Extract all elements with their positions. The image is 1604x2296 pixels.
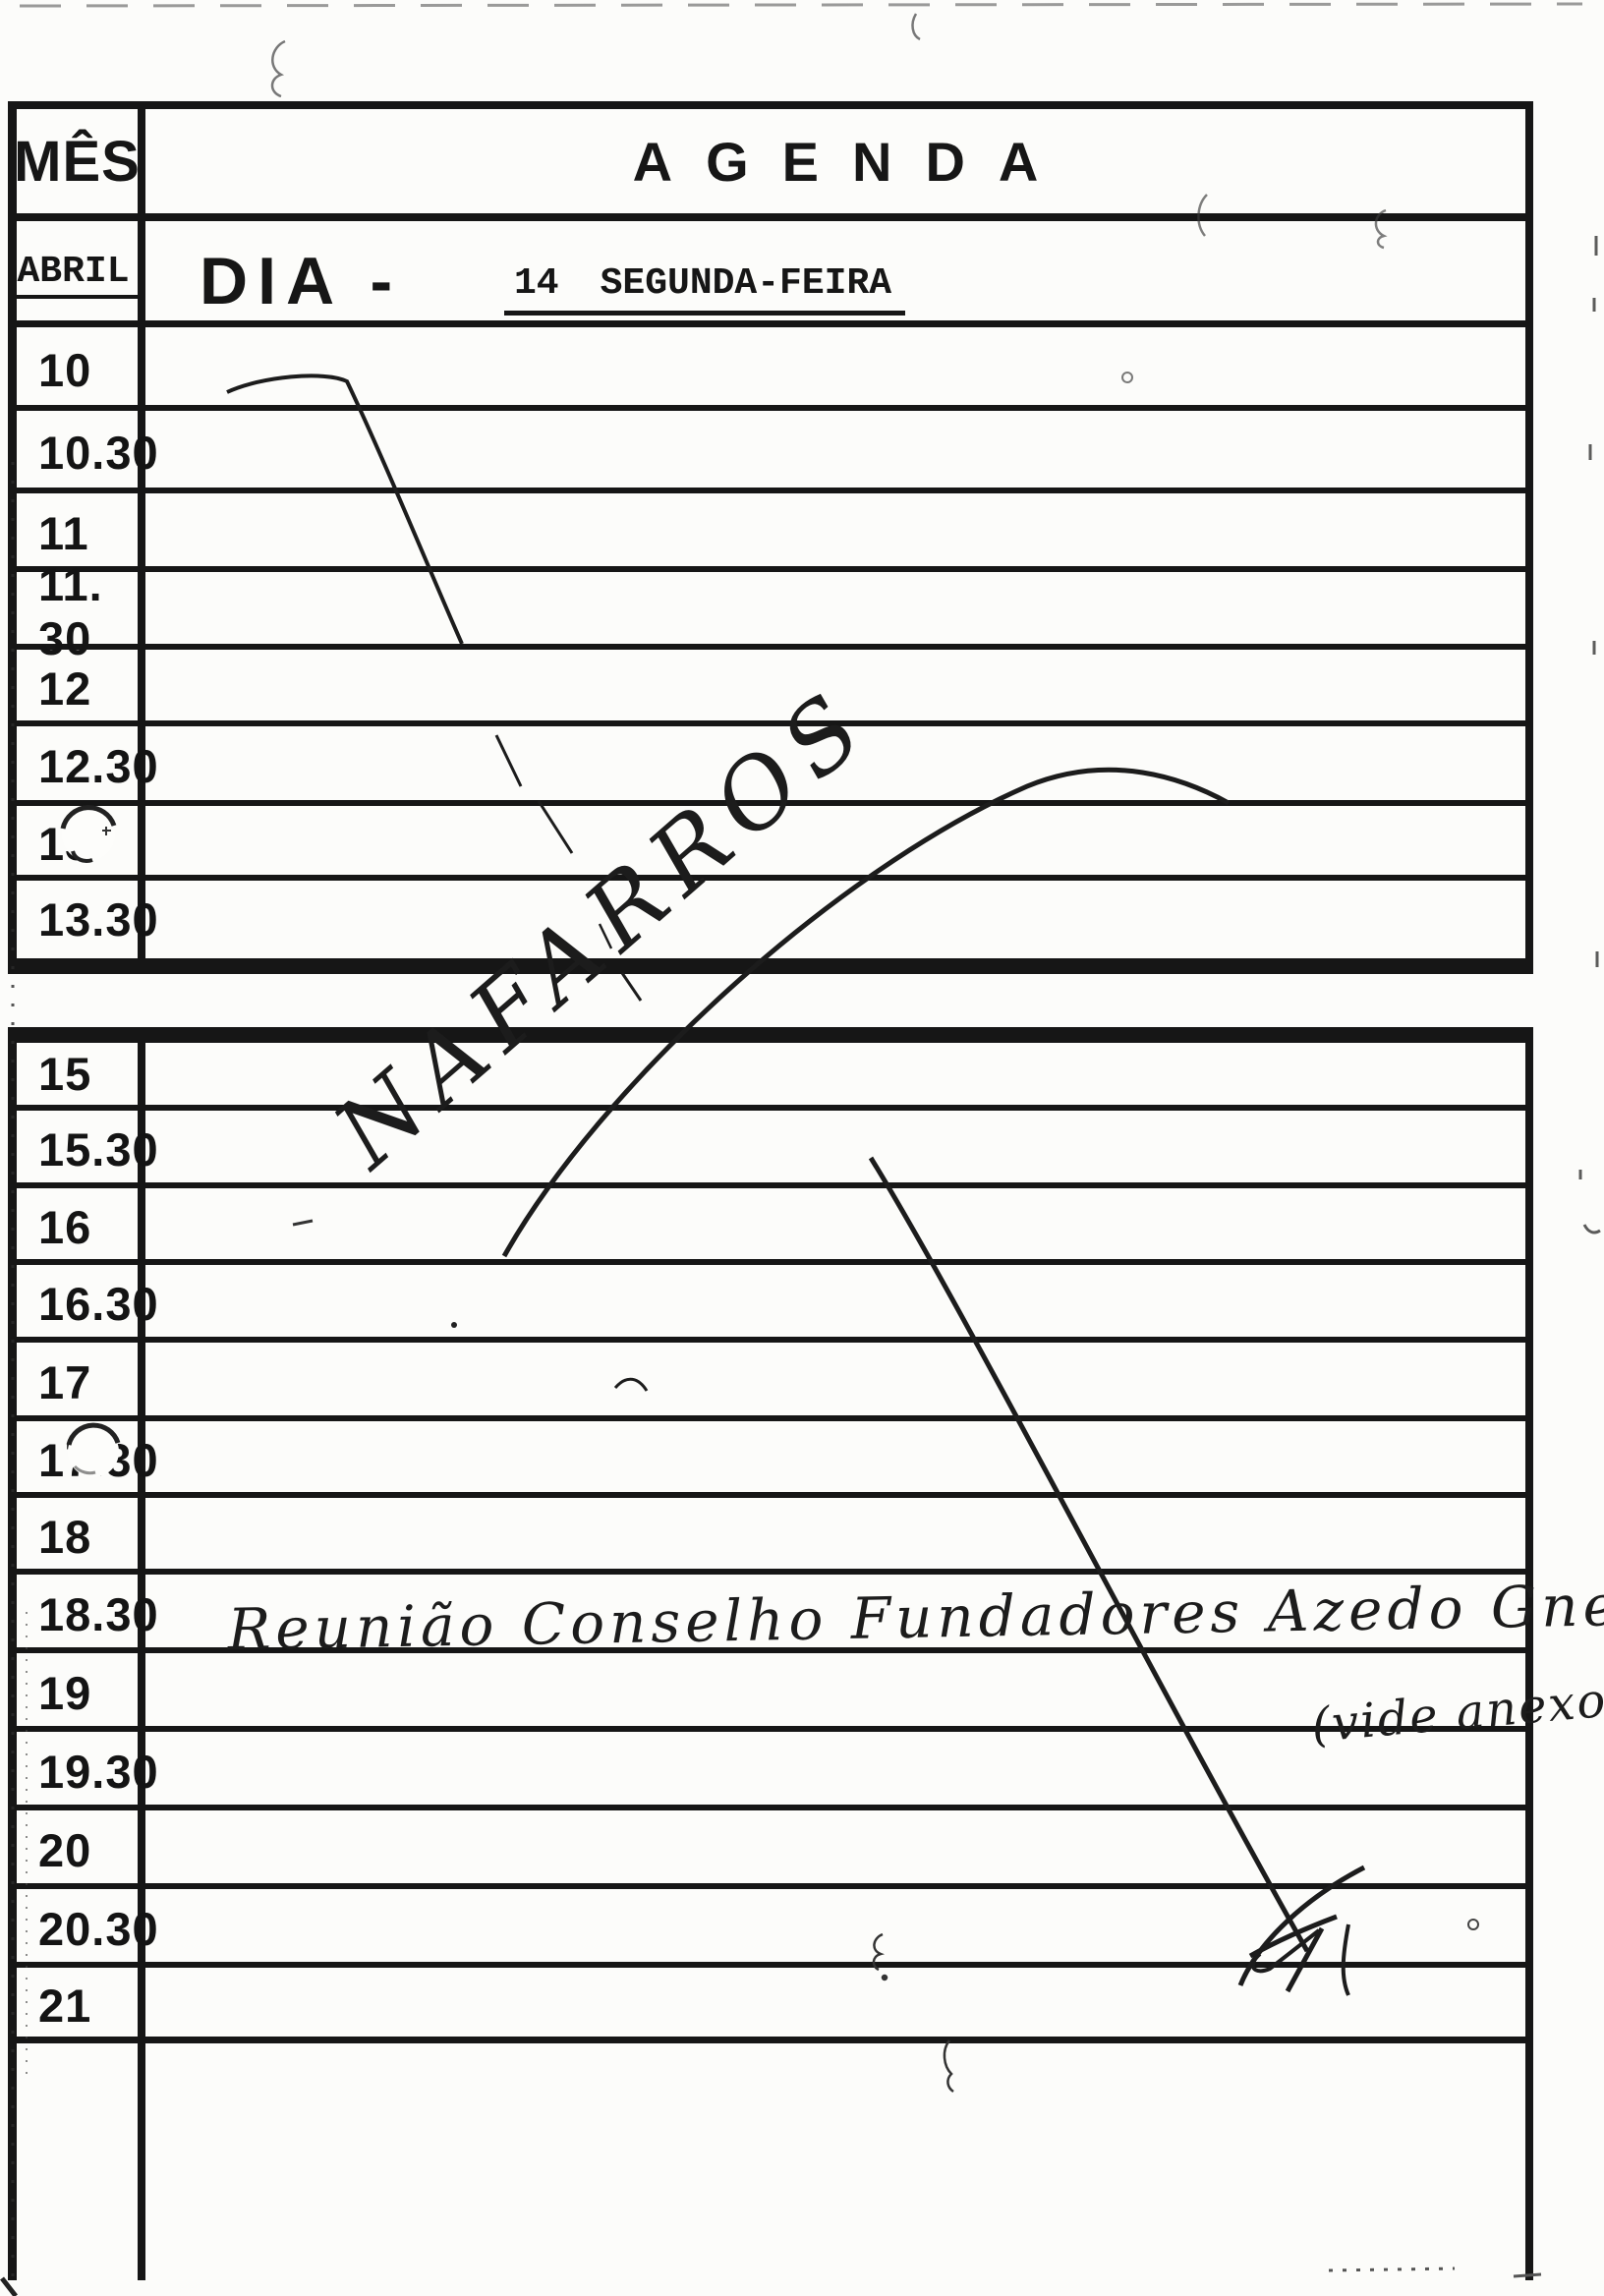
slot-row-12: 12 xyxy=(17,656,1525,726)
slot-row-1030: 10.30 xyxy=(17,417,1525,493)
note-cell-1830 xyxy=(145,1580,1525,1647)
note-cell xyxy=(145,499,1525,566)
slot-row-1630: 16.30 xyxy=(17,1271,1525,1343)
time-column-divider xyxy=(138,1027,145,2280)
note-cell xyxy=(145,1194,1525,1259)
note-cell xyxy=(145,334,1525,405)
note-cell xyxy=(145,1117,1525,1182)
note-cell xyxy=(145,1504,1525,1569)
time-label: 16.30 xyxy=(38,1278,159,1330)
slot-row-1930: 19.30 xyxy=(17,1738,1525,1810)
time-label: 13.30 xyxy=(38,893,159,946)
slot-row-15: 15 xyxy=(17,1043,1525,1111)
table-left-border xyxy=(8,101,17,974)
slot-row-21: 21 xyxy=(17,1974,1525,2043)
table-right-border xyxy=(1525,101,1533,974)
note-cell xyxy=(145,1349,1525,1415)
morning-bottom-thick-border xyxy=(8,958,1533,974)
slot-row-1330: 13.30 xyxy=(17,887,1525,952)
morning-table: MÊS AGENDA ABRIL DIA - 14 SEGUNDA-FEIRA 1… xyxy=(8,101,1533,974)
table-left-border xyxy=(8,1027,17,2280)
time-label: 13 xyxy=(38,817,92,870)
note-cell xyxy=(145,417,1525,488)
right-edge-marks xyxy=(1578,236,1601,1234)
mes-header: MÊS xyxy=(14,129,141,194)
time-label: 12 xyxy=(38,661,92,715)
note-cell xyxy=(145,1427,1525,1492)
time-column-divider xyxy=(138,101,145,974)
time-label: 16 xyxy=(38,1200,92,1253)
dia-label: DIA - xyxy=(200,244,403,318)
day-number: 14 xyxy=(514,262,559,305)
slot-row-1230: 12.30 xyxy=(17,732,1525,806)
note-cell xyxy=(145,812,1525,875)
month-cell: ABRIL xyxy=(15,229,140,320)
time-label: 20 xyxy=(38,1823,92,1876)
time-label: 15 xyxy=(38,1048,92,1100)
slot-row-19: 19 xyxy=(17,1659,1525,1732)
time-label: 11. 30 xyxy=(38,557,103,664)
time-label: 15.30 xyxy=(38,1123,159,1176)
time-label: 18 xyxy=(38,1510,92,1563)
note-cell xyxy=(145,1895,1525,1962)
slot-row-1130: 11. 30 xyxy=(17,557,1525,664)
slot-row-13: 13 xyxy=(17,812,1525,881)
slot-row-1730: 17.30 xyxy=(17,1427,1525,1498)
time-label: 19 xyxy=(38,1666,92,1719)
slot-row-17: 17 xyxy=(17,1349,1525,1421)
note-cell xyxy=(145,1738,1525,1805)
day-row: ABRIL DIA - 14 SEGUNDA-FEIRA xyxy=(15,229,1525,327)
month-value: ABRIL xyxy=(15,251,140,299)
time-label: 21 xyxy=(38,1979,92,2032)
time-label: 10.30 xyxy=(38,426,159,479)
note-cell xyxy=(145,578,1525,644)
time-label: 19.30 xyxy=(38,1745,159,1798)
note-cell xyxy=(145,1043,1525,1105)
time-label: 18.30 xyxy=(38,1587,159,1640)
table-top-border xyxy=(8,101,1533,109)
slot-row-18: 18 xyxy=(17,1504,1525,1575)
note-cell xyxy=(145,1659,1525,1726)
slot-row-20: 20 xyxy=(17,1816,1525,1889)
day-date: 14 SEGUNDA-FEIRA xyxy=(504,262,906,316)
time-label: 17.30 xyxy=(38,1433,159,1486)
afternoon-top-thick-border xyxy=(8,1027,1533,1043)
slot-row-1530: 15.30 xyxy=(17,1117,1525,1188)
slot-row-1830: 18.30 xyxy=(17,1580,1525,1653)
table-right-border xyxy=(1525,1027,1533,2280)
weekday: SEGUNDA-FEIRA xyxy=(600,262,892,305)
agenda-title: AGENDA xyxy=(632,130,1072,193)
note-cell xyxy=(145,656,1525,720)
slot-row-11: 11 xyxy=(17,499,1525,572)
slot-row-2030: 20.30 xyxy=(17,1895,1525,1968)
time-label: 20.30 xyxy=(38,1902,159,1955)
time-label: 17 xyxy=(38,1355,92,1408)
note-cell xyxy=(145,1974,1525,2037)
time-label: 12.30 xyxy=(38,740,159,792)
slot-row-16: 16 xyxy=(17,1194,1525,1265)
header-row: MÊS AGENDA xyxy=(14,109,1525,221)
note-cell xyxy=(145,1816,1525,1883)
note-cell xyxy=(145,732,1525,800)
note-cell xyxy=(145,887,1525,952)
time-label: 11 xyxy=(38,506,89,559)
afternoon-table: 15 15.30 16 16.30 17 17.30 18 18.30 19 1… xyxy=(8,1027,1533,2280)
note-cell xyxy=(145,1271,1525,1337)
slot-row-10: 10 xyxy=(17,334,1525,411)
time-label: 10 xyxy=(38,343,92,396)
day-cell: DIA - 14 SEGUNDA-FEIRA xyxy=(145,229,1525,320)
